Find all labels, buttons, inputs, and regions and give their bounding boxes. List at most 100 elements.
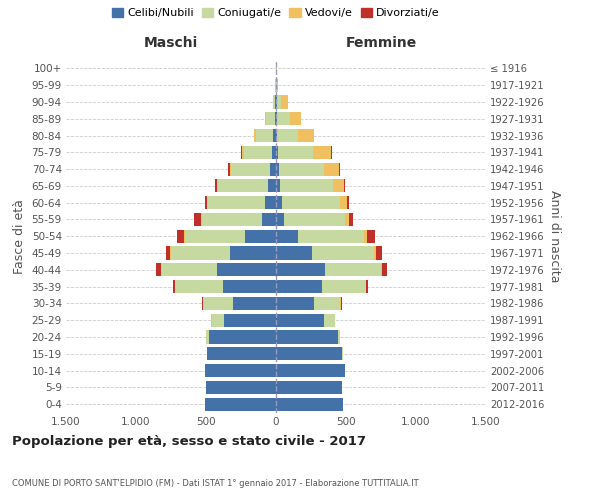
Bar <box>382 264 388 276</box>
Bar <box>205 196 206 209</box>
Bar <box>171 246 230 260</box>
Bar <box>265 196 276 209</box>
Bar <box>230 246 276 260</box>
Bar <box>332 180 344 192</box>
Bar <box>278 146 313 159</box>
Bar <box>313 146 331 159</box>
Bar <box>224 314 276 326</box>
Bar <box>276 62 277 75</box>
Bar <box>206 330 209 344</box>
Bar <box>242 146 244 159</box>
Bar <box>201 213 202 226</box>
Bar <box>273 129 276 142</box>
Bar <box>212 314 224 326</box>
Bar <box>265 112 266 126</box>
Bar <box>276 146 278 159</box>
Bar <box>203 297 233 310</box>
Bar <box>325 264 381 276</box>
Bar <box>276 398 343 410</box>
Bar <box>272 146 276 159</box>
Bar <box>347 196 349 209</box>
Bar <box>208 347 276 360</box>
Bar <box>170 246 171 260</box>
Bar <box>161 264 217 276</box>
Bar <box>178 230 184 243</box>
Bar <box>276 78 277 92</box>
Bar <box>290 112 301 126</box>
Bar <box>349 213 353 226</box>
Bar <box>231 162 271 175</box>
Text: Popolazione per età, sesso e stato civile - 2017: Popolazione per età, sesso e stato civil… <box>12 434 366 448</box>
Bar <box>376 246 382 260</box>
Bar <box>233 297 276 310</box>
Bar <box>271 162 276 175</box>
Bar <box>184 230 185 243</box>
Bar <box>366 280 368 293</box>
Bar <box>298 129 314 142</box>
Bar <box>374 246 376 260</box>
Bar <box>256 129 273 142</box>
Bar <box>344 180 346 192</box>
Text: Femmine: Femmine <box>346 36 416 50</box>
Bar <box>218 180 268 192</box>
Bar <box>244 146 272 159</box>
Bar <box>266 112 275 126</box>
Bar <box>298 230 364 243</box>
Bar <box>339 162 340 175</box>
Bar <box>275 112 276 126</box>
Bar <box>313 246 374 260</box>
Bar <box>276 230 298 243</box>
Bar <box>338 330 340 344</box>
Bar <box>206 381 276 394</box>
Bar <box>276 196 283 209</box>
Bar <box>276 364 344 377</box>
Bar <box>215 180 217 192</box>
Bar <box>276 314 323 326</box>
Bar <box>344 213 349 226</box>
Bar <box>245 230 276 243</box>
Bar <box>272 96 273 108</box>
Bar <box>268 180 276 192</box>
Bar <box>277 112 290 126</box>
Bar <box>276 297 314 310</box>
Bar <box>314 297 340 310</box>
Bar <box>209 330 276 344</box>
Bar <box>276 112 277 126</box>
Bar <box>202 213 262 226</box>
Bar <box>284 213 344 226</box>
Bar <box>205 398 276 410</box>
Bar <box>367 230 376 243</box>
Bar <box>342 347 343 360</box>
Y-axis label: Anni di nascita: Anni di nascita <box>548 190 562 282</box>
Text: COMUNE DI PORTO SANT'ELPIDIO (FM) - Dati ISTAT 1° gennaio 2017 - Elaborazione TU: COMUNE DI PORTO SANT'ELPIDIO (FM) - Dati… <box>12 478 419 488</box>
Bar <box>275 96 276 108</box>
Bar <box>276 381 342 394</box>
Bar <box>202 297 203 310</box>
Bar <box>175 280 223 293</box>
Bar <box>280 180 332 192</box>
Bar <box>276 96 277 108</box>
Bar <box>276 246 313 260</box>
Bar <box>205 364 276 377</box>
Bar <box>277 96 281 108</box>
Bar <box>217 264 276 276</box>
Bar <box>276 129 277 142</box>
Bar <box>381 264 382 276</box>
Bar <box>341 297 342 310</box>
Bar <box>208 196 265 209</box>
Legend: Celibi/Nubili, Coniugati/e, Vedovi/e, Divorziati/e: Celibi/Nubili, Coniugati/e, Vedovi/e, Di… <box>110 6 442 20</box>
Bar <box>279 162 323 175</box>
Bar <box>276 162 279 175</box>
Bar <box>365 280 366 293</box>
Bar <box>283 196 340 209</box>
Bar <box>217 180 218 192</box>
Bar <box>276 264 325 276</box>
Bar <box>166 246 170 260</box>
Bar <box>276 330 338 344</box>
Bar <box>276 347 342 360</box>
Bar <box>230 162 231 175</box>
Bar <box>254 129 256 142</box>
Bar <box>241 146 242 159</box>
Bar <box>273 96 275 108</box>
Y-axis label: Fasce di età: Fasce di età <box>13 199 26 274</box>
